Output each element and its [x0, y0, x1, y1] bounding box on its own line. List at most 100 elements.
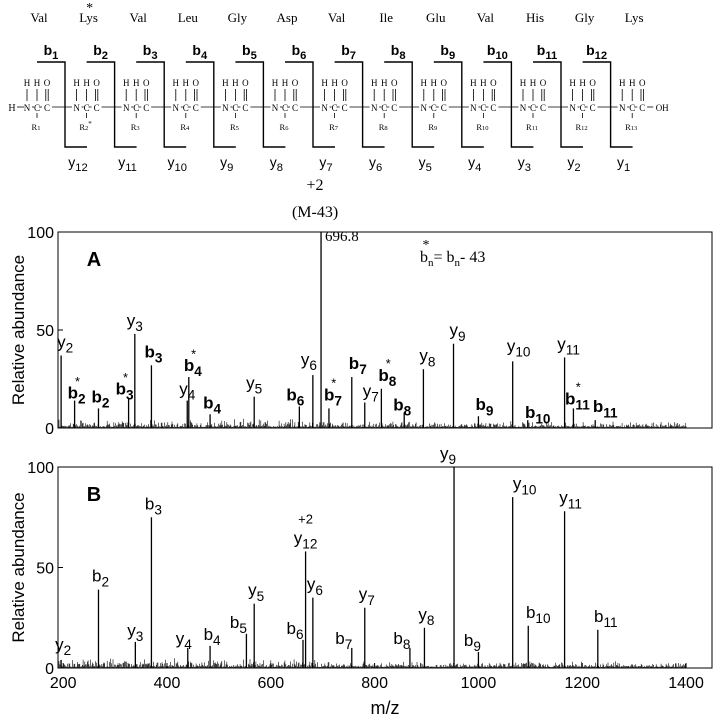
y-ion-label-6: y7 [319, 154, 332, 174]
amide-h-5: H [222, 78, 229, 88]
y-bracket-6 [312, 107, 335, 148]
backbone-n-7: N [321, 103, 328, 113]
carbonyl-o-11: O [540, 78, 547, 88]
side-chain-10: R10 [476, 122, 488, 132]
formula-star: * [423, 238, 430, 253]
alpha-h-1: H [34, 78, 41, 88]
backbone-ca-2: C [84, 103, 90, 113]
x-axis-label: m/z [371, 698, 400, 718]
carbonyl-o-4: O [193, 78, 200, 88]
x-tick-label-1400: 1400 [668, 675, 704, 692]
peak-label-y4: y4 [179, 380, 196, 403]
b-ion-label-7: b7 [341, 42, 356, 62]
side-chain-3: R3 [131, 122, 140, 132]
peak-label-b8: b8 [393, 395, 411, 418]
residue-2: Lys [79, 10, 98, 25]
x-tick-label-1200: 1200 [564, 675, 600, 692]
alpha-h-12: H [579, 78, 586, 88]
peak-label-bstar7-star: * [331, 376, 336, 391]
peak-label-bstar4-star: * [191, 346, 196, 361]
peak-label-bstar4: b4 [184, 356, 202, 379]
y-bracket-4 [213, 107, 236, 148]
carbonyl-o-9: O [441, 78, 448, 88]
peak-label-y8: y8 [419, 346, 435, 369]
residue-9: Glu [426, 10, 446, 25]
backbone-ca-3: C [133, 103, 139, 113]
b-ion-label-6: b6 [292, 42, 307, 62]
side-chain-1: R1 [32, 122, 41, 132]
y-ion-label-8: y5 [419, 154, 432, 174]
peak-label-b5: b5 [230, 613, 247, 636]
peak-label-y8: y8 [418, 605, 434, 628]
peak-label-b7: b7 [349, 354, 367, 377]
residue-1: Val [30, 10, 48, 25]
carbonyl-c-4: C [193, 103, 199, 113]
side-chain-7: R7 [329, 122, 339, 132]
y-ion-label-11: y2 [567, 154, 580, 174]
backbone-n-10: N [470, 103, 477, 113]
amide-h-6: H [272, 78, 279, 88]
carbonyl-c-1: C [44, 103, 50, 113]
residue-13: Lys [625, 10, 644, 25]
y-tick-label-100: 100 [27, 460, 54, 477]
carbonyl-o-6: O [292, 78, 299, 88]
peak-label-bstar3: b3 [116, 380, 134, 403]
alpha-h-8: H [381, 78, 388, 88]
residue-12: Gly [575, 10, 595, 25]
backbone-n-12: N [569, 103, 576, 113]
amide-h-2: H [73, 78, 80, 88]
b-ion-label-5: b5 [242, 42, 257, 62]
residue-8: Ile [379, 10, 393, 25]
backbone-ca-13: C [629, 103, 635, 113]
alpha-h-7: H [331, 78, 338, 88]
alpha-h-3: H [133, 78, 140, 88]
residue-11: His [526, 10, 544, 25]
residue-3: Val [130, 10, 148, 25]
peak-label-bstar11-star: * [576, 380, 581, 395]
peak-label-b2: b2 [92, 387, 110, 410]
backbone-ca-5: C [232, 103, 238, 113]
peak-label-bstar8-star: * [386, 356, 391, 371]
peak-label-y9: y9 [449, 321, 465, 344]
panel-label: A [87, 249, 101, 271]
peak-label-bstar2: b2 [68, 384, 86, 407]
b-bracket-11 [533, 61, 562, 107]
b-bracket-9 [433, 61, 463, 107]
y-tick-label-100: 100 [27, 225, 54, 242]
amide-h-4: H [173, 78, 180, 88]
peak-label-y11: y11 [559, 488, 582, 511]
amide-h-11: H [520, 78, 527, 88]
y-ion-label-2: y11 [118, 154, 137, 174]
top-peak-value: 696.8 [325, 229, 359, 245]
peak-label-bstar7: b7 [324, 385, 342, 408]
y-axis-label: Relative abundance [9, 255, 28, 405]
peak-label-y9: y9 [440, 444, 456, 467]
carbonyl-o-3: O [143, 78, 150, 88]
peak-label-y5: y5 [248, 581, 264, 604]
x-tick-label-200: 200 [50, 675, 77, 692]
x-tick-label-600: 600 [257, 675, 284, 692]
y-ion-label-5: y8 [270, 154, 283, 174]
peak-label-b9: b9 [475, 395, 493, 418]
backbone-ca-7: C [332, 103, 338, 113]
residue-4: Leu [178, 10, 199, 25]
peak-label-b3: b3 [145, 494, 162, 517]
b-ion-label-8: b8 [391, 42, 406, 62]
backbone-n-11: N [520, 103, 527, 113]
y-bracket-3 [163, 107, 187, 148]
peak-label-bstar3-star: * [123, 370, 128, 385]
residue-10: Val [477, 10, 495, 25]
alpha-h-11: H [530, 78, 537, 88]
alpha-h-5: H [232, 78, 239, 88]
amide-h-10: H [470, 78, 477, 88]
y-bracket-1 [64, 107, 87, 148]
carbonyl-o-8: O [391, 78, 398, 88]
b-bracket-7 [334, 61, 364, 107]
carbonyl-c-8: C [391, 103, 397, 113]
y-tick-label-50: 50 [36, 561, 54, 578]
backbone-ca-1: C [34, 103, 40, 113]
carbonyl-o-7: O [341, 78, 348, 88]
backbone-n-9: N [421, 103, 428, 113]
b-bracket-12 [582, 61, 612, 107]
